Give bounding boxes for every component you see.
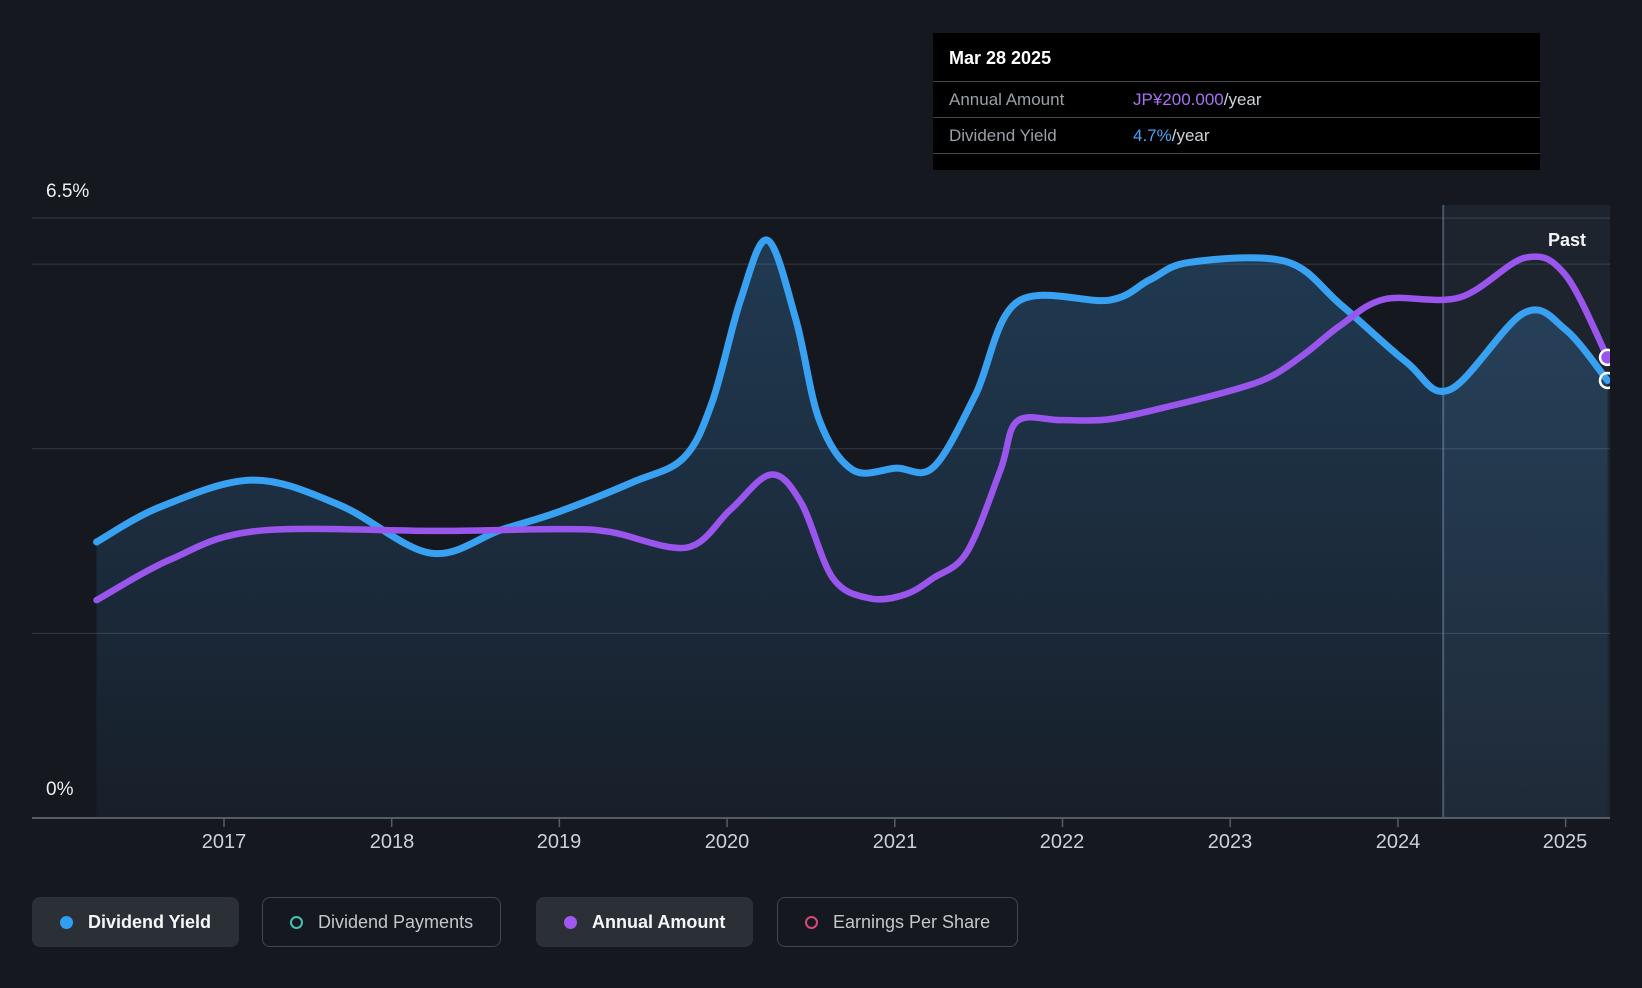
hover-tooltip: Mar 28 2025 Annual Amount JP¥200.000 /ye… bbox=[933, 33, 1540, 170]
tooltip-suffix: /year bbox=[1223, 89, 1262, 109]
tooltip-value: 4.7% bbox=[1133, 125, 1172, 145]
tooltip-row-dividend-yield: Dividend Yield 4.7% /year bbox=[933, 117, 1540, 154]
legend-label: Annual Amount bbox=[592, 911, 726, 932]
tooltip-label: Annual Amount bbox=[949, 89, 1065, 109]
x-tick-2025: 2025 bbox=[1542, 831, 1588, 853]
dividend-payments-ring-icon bbox=[290, 915, 303, 929]
legend-label: Dividend Yield bbox=[88, 911, 212, 932]
x-tick-2024: 2024 bbox=[1375, 831, 1421, 853]
annual-amount-dot-icon bbox=[564, 915, 577, 929]
dividend-yield-line bbox=[93, 236, 1610, 558]
earnings-per-share-ring-icon bbox=[805, 915, 818, 929]
legend-chip-dividend-yield[interactable]: Dividend Yield bbox=[32, 897, 240, 947]
x-tick-2022: 2022 bbox=[1039, 831, 1085, 853]
tooltip-date: Mar 28 2025 bbox=[949, 48, 1052, 68]
x-tick-2018: 2018 bbox=[369, 831, 415, 853]
x-tick-2021: 2021 bbox=[872, 831, 918, 853]
x-tick-2023: 2023 bbox=[1207, 831, 1253, 853]
dividend-yield-area-fill bbox=[96, 239, 1608, 818]
annual-amount-end-marker bbox=[1598, 348, 1610, 367]
series-end-markers bbox=[1598, 348, 1610, 390]
tooltip-suffix: /year bbox=[1171, 125, 1210, 145]
y-axis-min-label: 0% bbox=[46, 779, 74, 800]
dividend-yield-end-marker bbox=[1598, 371, 1610, 390]
tooltip-row-annual-amount: Annual Amount JP¥200.000 /year bbox=[933, 81, 1540, 117]
tooltip-value: JP¥200.000 bbox=[1133, 89, 1224, 109]
x-axis bbox=[32, 817, 1610, 827]
series-lines bbox=[93, 236, 1610, 604]
tooltip-label: Dividend Yield bbox=[949, 125, 1057, 145]
x-tick-2019: 2019 bbox=[536, 831, 582, 853]
past-region-label: Past bbox=[1548, 230, 1587, 250]
annual-amount-line bbox=[93, 253, 1610, 604]
x-tick-2017: 2017 bbox=[201, 831, 247, 853]
legend-label: Earnings Per Share bbox=[833, 911, 991, 932]
legend-chip-annual-amount[interactable]: Annual Amount bbox=[536, 897, 754, 947]
y-axis-max-label: 6.5% bbox=[46, 181, 90, 202]
legend-chip-dividend-payments[interactable]: Dividend Payments bbox=[262, 897, 502, 947]
legend-label: Dividend Payments bbox=[318, 911, 474, 932]
legend-chip-earnings-per-share[interactable]: Earnings Per Share bbox=[777, 897, 1019, 947]
dividend-yield-dot-icon bbox=[60, 915, 73, 929]
x-tick-2020: 2020 bbox=[704, 831, 750, 853]
